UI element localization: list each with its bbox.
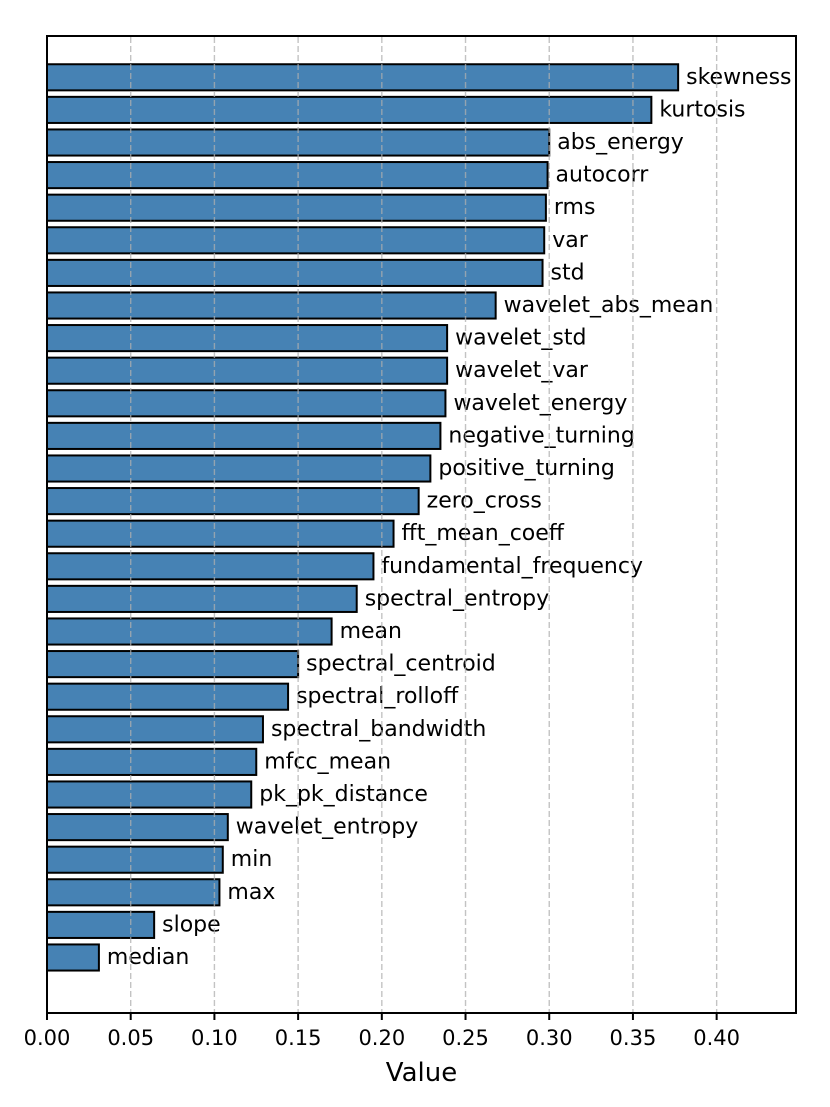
bar-label: skewness (686, 65, 791, 90)
bar-label: zero_cross (427, 489, 542, 514)
bar-label: kurtosis (659, 97, 745, 122)
bar (46, 617, 333, 646)
bar (46, 226, 546, 255)
bar-label: fundamental_frequency (381, 554, 643, 579)
bar-label: spectral_centroid (306, 652, 496, 677)
bar-label: median (107, 945, 189, 970)
bar (46, 324, 449, 353)
bar (46, 682, 290, 711)
bar-label: spectral_rolloff (296, 684, 459, 709)
bar (46, 161, 549, 190)
bar-label: slope (162, 912, 221, 937)
bar (46, 780, 253, 809)
bar-label: wavelet_std (455, 326, 586, 351)
bar-label: std (551, 260, 585, 285)
bar (46, 552, 375, 581)
bar (46, 63, 680, 92)
bar (46, 519, 395, 548)
bar-label: negative_turning (448, 423, 634, 448)
bar (46, 258, 544, 287)
bar-label: wavelet_abs_mean (504, 293, 714, 318)
x-tick-label: 0.00 (24, 1026, 71, 1050)
bar (46, 878, 221, 907)
x-axis-label: Value (386, 1058, 457, 1088)
bar-label: wavelet_energy (453, 391, 627, 416)
bar (46, 193, 547, 222)
bar (46, 747, 258, 776)
bar-label: spectral_bandwidth (271, 717, 486, 742)
bar (46, 910, 156, 939)
bar-label: max (227, 880, 275, 905)
bar-label: wavelet_entropy (236, 815, 418, 840)
bar-label: mfcc_mean (264, 749, 391, 774)
x-tick-label: 0.30 (526, 1026, 573, 1050)
bar-label: spectral_entropy (365, 586, 549, 611)
bar-label: min (231, 847, 272, 872)
bar (46, 813, 229, 842)
bar (46, 650, 300, 679)
bar (46, 95, 653, 124)
plot-border (46, 35, 797, 1014)
bar-label: abs_energy (557, 130, 684, 155)
bar (46, 291, 497, 320)
x-tick-label: 0.40 (693, 1026, 740, 1050)
bar (46, 715, 264, 744)
bar-label: mean (340, 619, 402, 644)
bar-label: var (552, 228, 589, 253)
x-tick-label: 0.20 (358, 1026, 405, 1050)
bar-label: rms (554, 195, 596, 220)
bar (46, 487, 420, 516)
bar-label: fft_mean_coeff (402, 521, 565, 546)
bar-label: pk_pk_distance (259, 782, 428, 807)
bar (46, 584, 358, 613)
x-tick-label: 0.25 (442, 1026, 489, 1050)
bar (46, 845, 224, 874)
bar (46, 128, 551, 157)
x-tick-label: 0.35 (610, 1026, 657, 1050)
bar (46, 454, 432, 483)
bar-label: wavelet_var (455, 358, 589, 383)
bar-label: autocorr (556, 163, 650, 188)
x-tick-label: 0.10 (191, 1026, 238, 1050)
bar (46, 389, 447, 418)
bar (46, 421, 442, 450)
bar (46, 943, 100, 972)
x-tick-label: 0.05 (107, 1026, 154, 1050)
x-tick-label: 0.15 (275, 1026, 322, 1050)
bar (46, 356, 449, 385)
bar-label: positive_turning (438, 456, 614, 481)
